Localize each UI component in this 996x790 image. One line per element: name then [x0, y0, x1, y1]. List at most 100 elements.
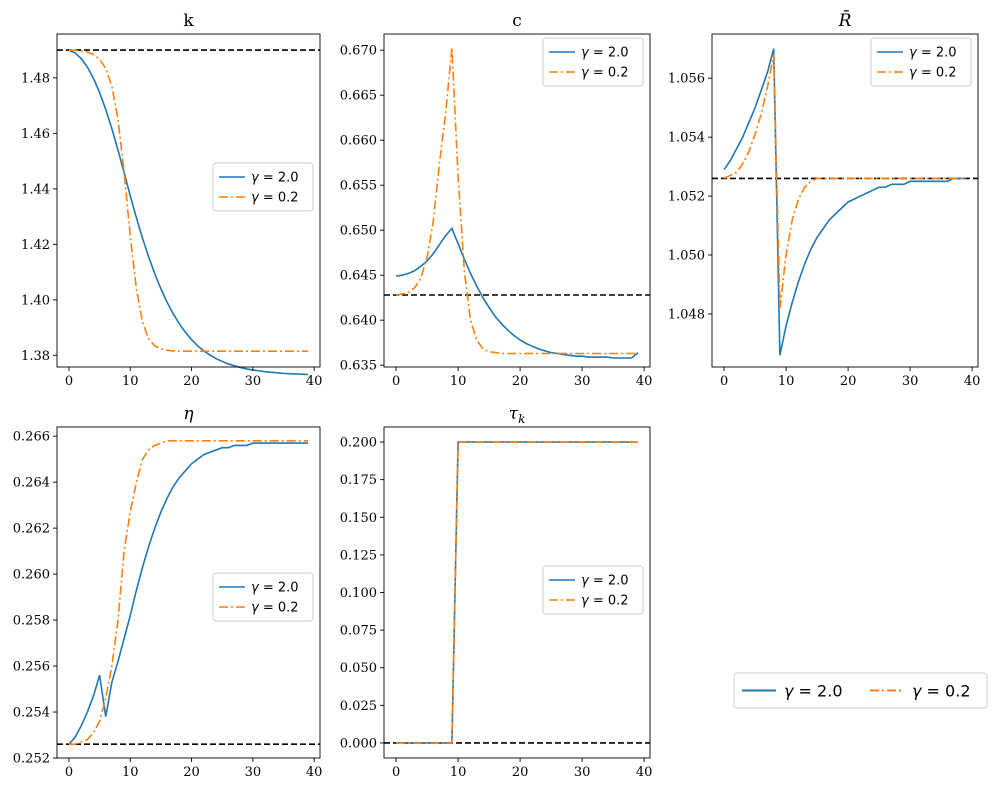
x-tick-label: 10	[450, 374, 467, 389]
y-tick-label: 0.175	[340, 473, 377, 488]
series-line-2	[68, 439, 309, 746]
x-tick-label: 30	[574, 374, 591, 389]
figure-legend: γ = 2.0 γ = 0.2	[733, 672, 988, 709]
subplot-4: η 0 10 20 30 40 0.252 0.254 0.256 0.258 0.260 0.262…	[13, 404, 323, 780]
x-tick-label: 10	[450, 765, 467, 780]
x-tick-label: 40	[964, 374, 981, 389]
legend-label: γ = 2.0	[581, 574, 629, 589]
y-tick-label: 1.44	[21, 182, 50, 197]
legend-label: γ = 0.2	[251, 601, 299, 616]
y-tick-label: 1.048	[668, 307, 705, 322]
x-tick-label: 0	[392, 374, 400, 389]
subplot-legend: γ = 2.0 γ = 0.2	[870, 37, 972, 87]
legend-frame	[542, 37, 644, 87]
y-tick-label: 0.150	[340, 511, 377, 526]
series-line-1	[68, 442, 309, 745]
legend-label: γ = 0.2	[909, 66, 957, 81]
subplot-3: R̄ 0 10 20 30 40 1.048 1.050 1.052 1.054 1.056 γ = …	[668, 9, 981, 389]
y-tick-label: 1.054	[668, 131, 705, 146]
legend-frame	[870, 37, 972, 87]
axes-frame	[56, 33, 321, 368]
y-tick-label: 0.254	[13, 706, 50, 721]
y-tick-label: 0.266	[13, 430, 50, 445]
x-tick-label: 20	[512, 765, 529, 780]
x-tick-label: 40	[636, 765, 653, 780]
legend-label: γ = 2.0	[251, 171, 299, 186]
x-tick-label: 10	[122, 374, 139, 389]
axes-frame	[383, 33, 651, 368]
x-tick-label: 40	[306, 374, 323, 389]
y-tick-label: 1.056	[668, 72, 705, 87]
y-tick-label: 0.258	[13, 614, 50, 629]
y-tick-label: 0.252	[13, 752, 50, 767]
y-tick-label: 1.052	[668, 190, 705, 205]
subplot-legend: γ = 2.0 γ = 0.2	[212, 162, 314, 212]
y-tick-label: 1.050	[668, 249, 705, 264]
y-tick-label: 0.635	[340, 359, 377, 374]
y-tick-label: 0.075	[340, 624, 377, 639]
x-tick-label: 0	[720, 374, 728, 389]
x-tick-label: 30	[245, 374, 262, 389]
legend-label: γ = 2.0	[581, 46, 629, 61]
axes-frame	[56, 426, 321, 759]
figure-legend-frame	[733, 672, 988, 709]
y-tick-label: 0.050	[340, 661, 377, 676]
y-tick-label: 0.670	[340, 44, 377, 59]
series-line-1	[395, 226, 639, 359]
y-tick-label: 1.48	[21, 71, 50, 86]
axes-frame	[711, 33, 979, 368]
subplot-title: R̄	[838, 9, 852, 31]
x-tick-label: 10	[778, 374, 795, 389]
legend-label: γ = 2.0	[251, 581, 299, 596]
subplot-legend: γ = 2.0 γ = 0.2	[212, 572, 314, 622]
x-tick-label: 30	[245, 765, 262, 780]
x-tick-label: 0	[65, 374, 73, 389]
subplot-title: k	[183, 11, 194, 31]
y-tick-label: 0.200	[340, 436, 377, 451]
x-tick-label: 10	[122, 765, 139, 780]
x-tick-label: 40	[636, 374, 653, 389]
series-line-2	[723, 54, 966, 309]
y-tick-label: 0.000	[340, 736, 377, 751]
y-tick-label: 0.650	[340, 224, 377, 239]
legend-label: γ = 2.0	[909, 46, 957, 61]
subplot-5: τk 0 10 20 30 40 0.000 0.025 0.050 0.075 0.100 0.12…	[340, 404, 653, 780]
y-tick-label: 0.260	[13, 568, 50, 583]
y-tick-label: 0.264	[13, 476, 50, 491]
y-tick-label: 1.40	[21, 293, 50, 308]
y-tick-label: 1.46	[21, 127, 50, 142]
subplot-title: τk	[509, 404, 526, 426]
y-tick-label: 0.655	[340, 179, 377, 194]
subplot-legend: γ = 2.0 γ = 0.2	[542, 37, 644, 87]
subplot-title: η	[183, 404, 194, 424]
legend-frame	[212, 572, 314, 622]
subplot-1: k 0 10 20 30 40 1.38 1.40 1.42 1.44 1.46 1.48 γ = 2.…	[21, 11, 322, 389]
x-tick-label: 0	[392, 765, 400, 780]
series-line-2	[396, 441, 638, 744]
y-tick-label: 0.640	[340, 314, 377, 329]
x-tick-label: 30	[902, 374, 919, 389]
y-tick-label: 0.645	[340, 269, 377, 284]
legend-label: γ = 0.2	[581, 66, 629, 81]
y-tick-label: 0.665	[340, 89, 377, 104]
x-tick-label: 0	[65, 765, 73, 780]
series-line-1	[68, 49, 309, 376]
subplot-2: c 0 10 20 30 40 0.635 0.640 0.645 0.650 0.655 0.660…	[340, 11, 653, 389]
y-tick-label: 0.262	[13, 522, 50, 537]
x-tick-label: 40	[306, 765, 323, 780]
y-tick-label: 1.38	[21, 349, 50, 364]
y-tick-label: 1.42	[21, 238, 50, 253]
y-tick-label: 0.025	[340, 699, 377, 714]
series-line-1	[723, 48, 966, 356]
x-tick-label: 20	[840, 374, 857, 389]
figure-legend-label: γ = 0.2	[912, 682, 971, 701]
x-tick-label: 20	[183, 765, 200, 780]
legend-frame	[212, 162, 314, 212]
y-tick-label: 0.100	[340, 586, 377, 601]
x-tick-label: 20	[512, 374, 529, 389]
legend-label: γ = 0.2	[251, 191, 299, 206]
y-tick-label: 0.125	[340, 548, 377, 563]
legend-label: γ = 0.2	[581, 594, 629, 609]
figure-legend-label: γ = 2.0	[784, 682, 843, 701]
